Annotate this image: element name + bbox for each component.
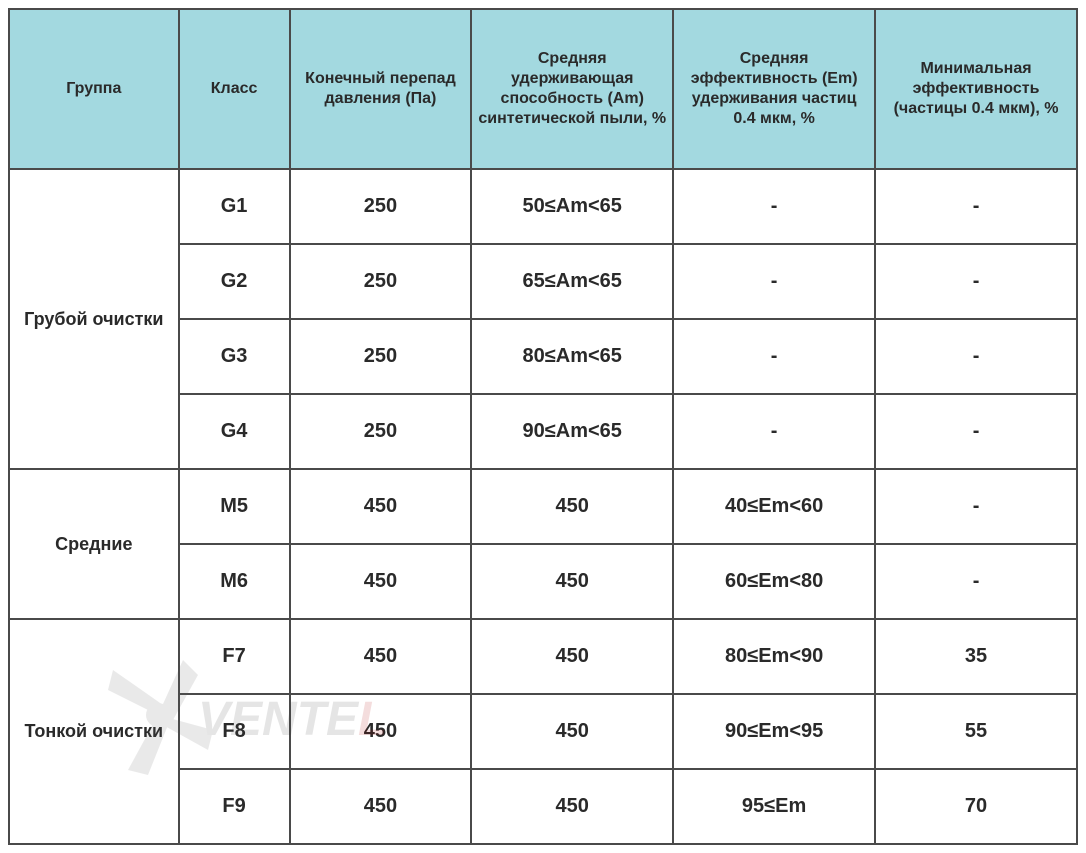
- filter-classification-table-container: VENTE L Группа Класс Конечный перепад да…: [8, 8, 1078, 845]
- cell-class: G3: [179, 319, 290, 394]
- group-cell: Тонкой очистки: [9, 619, 179, 844]
- filter-classification-table: Группа Класс Конечный перепад давления (…: [8, 8, 1078, 845]
- cell-min: -: [875, 544, 1077, 619]
- header-pressure: Конечный перепад давления (Па): [290, 9, 472, 169]
- cell-em: 40≤Em<60: [673, 469, 875, 544]
- cell-pressure: 250: [290, 244, 472, 319]
- cell-am: 80≤Am<65: [471, 319, 673, 394]
- cell-min: 55: [875, 694, 1077, 769]
- cell-am: 50≤Am<65: [471, 169, 673, 244]
- cell-am: 450: [471, 694, 673, 769]
- cell-am: 450: [471, 769, 673, 844]
- cell-pressure: 250: [290, 394, 472, 469]
- cell-class: G2: [179, 244, 290, 319]
- header-em: Средняя эффективность (Em) удерживания ч…: [673, 9, 875, 169]
- cell-am: 90≤Am<65: [471, 394, 673, 469]
- cell-class: F7: [179, 619, 290, 694]
- cell-pressure: 450: [290, 619, 472, 694]
- cell-class: F9: [179, 769, 290, 844]
- cell-em: -: [673, 394, 875, 469]
- cell-min: -: [875, 244, 1077, 319]
- header-group: Группа: [9, 9, 179, 169]
- cell-pressure: 250: [290, 319, 472, 394]
- table-body: Грубой очистки G1 250 50≤Am<65 - - G2 25…: [9, 169, 1077, 844]
- cell-am: 65≤Am<65: [471, 244, 673, 319]
- cell-am: 450: [471, 544, 673, 619]
- table-header-row: Группа Класс Конечный перепад давления (…: [9, 9, 1077, 169]
- cell-pressure: 450: [290, 544, 472, 619]
- cell-em: 60≤Em<80: [673, 544, 875, 619]
- cell-class: F8: [179, 694, 290, 769]
- header-min: Минимальная эффективность (частицы 0.4 м…: [875, 9, 1077, 169]
- cell-min: -: [875, 169, 1077, 244]
- header-class: Класс: [179, 9, 290, 169]
- cell-min: 70: [875, 769, 1077, 844]
- cell-min: -: [875, 469, 1077, 544]
- cell-class: M6: [179, 544, 290, 619]
- cell-am: 450: [471, 619, 673, 694]
- cell-pressure: 450: [290, 469, 472, 544]
- cell-em: 95≤Em: [673, 769, 875, 844]
- cell-min: -: [875, 319, 1077, 394]
- cell-am: 450: [471, 469, 673, 544]
- cell-min: 35: [875, 619, 1077, 694]
- table-row: Грубой очистки G1 250 50≤Am<65 - -: [9, 169, 1077, 244]
- table-row: Тонкой очистки F7 450 450 80≤Em<90 35: [9, 619, 1077, 694]
- cell-pressure: 450: [290, 694, 472, 769]
- group-cell: Средние: [9, 469, 179, 619]
- cell-class: M5: [179, 469, 290, 544]
- cell-min: -: [875, 394, 1077, 469]
- cell-em: 90≤Em<95: [673, 694, 875, 769]
- cell-class: G1: [179, 169, 290, 244]
- cell-em: -: [673, 319, 875, 394]
- cell-em: 80≤Em<90: [673, 619, 875, 694]
- cell-class: G4: [179, 394, 290, 469]
- group-cell: Грубой очистки: [9, 169, 179, 469]
- cell-em: -: [673, 244, 875, 319]
- header-am: Средняя удерживающая способность (Am) си…: [471, 9, 673, 169]
- cell-pressure: 450: [290, 769, 472, 844]
- table-row: Средние M5 450 450 40≤Em<60 -: [9, 469, 1077, 544]
- cell-em: -: [673, 169, 875, 244]
- cell-pressure: 250: [290, 169, 472, 244]
